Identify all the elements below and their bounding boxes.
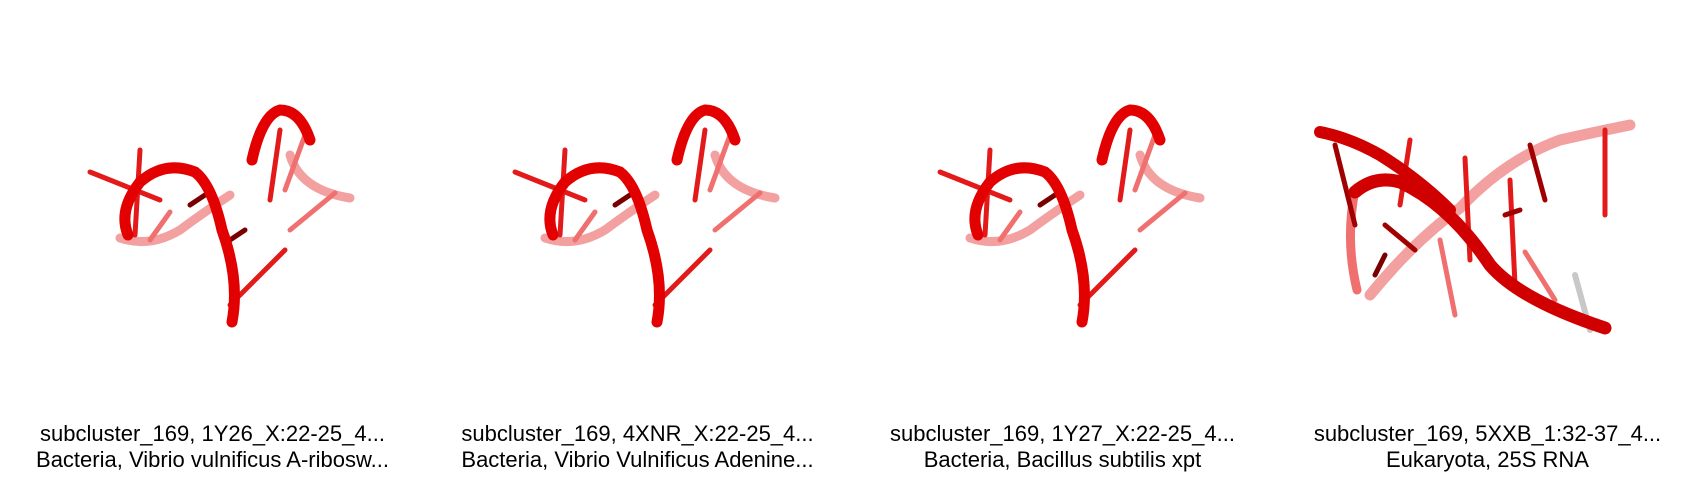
caption: subcluster_169, 1Y26_X:22-25_4... Bacter… — [0, 421, 425, 473]
rna-cartoon-icon — [937, 104, 1205, 328]
caption: subcluster_169, 5XXB_1:32-37_4... Eukary… — [1275, 421, 1700, 473]
caption-line-2: Bacteria, Bacillus subtilis xpt — [923, 447, 1202, 472]
caption: subcluster_169, 4XNR_X:22-25_4... Bacter… — [425, 421, 850, 473]
caption-line-2: Eukaryota, 25S RNA — [1386, 447, 1589, 472]
caption-line-2: Bacteria, Vibrio vulnificus A-ribosw... — [36, 447, 389, 472]
structure-panel-1: subcluster_169, 1Y26_X:22-25_4... Bacter… — [0, 0, 425, 480]
rna-cartoon-icon — [512, 104, 780, 328]
structure-panel-2: subcluster_169, 4XNR_X:22-25_4... Bacter… — [425, 0, 850, 480]
caption-line-1: subcluster_169, 1Y26_X:22-25_4... — [40, 421, 385, 446]
structure-panel-3: subcluster_169, 1Y27_X:22-25_4... Bacter… — [850, 0, 1275, 480]
caption-line-1: subcluster_169, 1Y27_X:22-25_4... — [890, 421, 1235, 446]
caption-line-2: Bacteria, Vibrio Vulnificus Adenine... — [461, 447, 814, 472]
rna-cartoon-icon — [87, 104, 355, 328]
rna-double-helix-icon — [1314, 119, 1636, 335]
structure-panel-4: subcluster_169, 5XXB_1:32-37_4... Eukary… — [1275, 0, 1700, 480]
caption-line-1: subcluster_169, 5XXB_1:32-37_4... — [1313, 421, 1662, 446]
caption-line-1: subcluster_169, 4XNR_X:22-25_4... — [461, 421, 814, 446]
caption: subcluster_169, 1Y27_X:22-25_4... Bacter… — [850, 421, 1275, 473]
